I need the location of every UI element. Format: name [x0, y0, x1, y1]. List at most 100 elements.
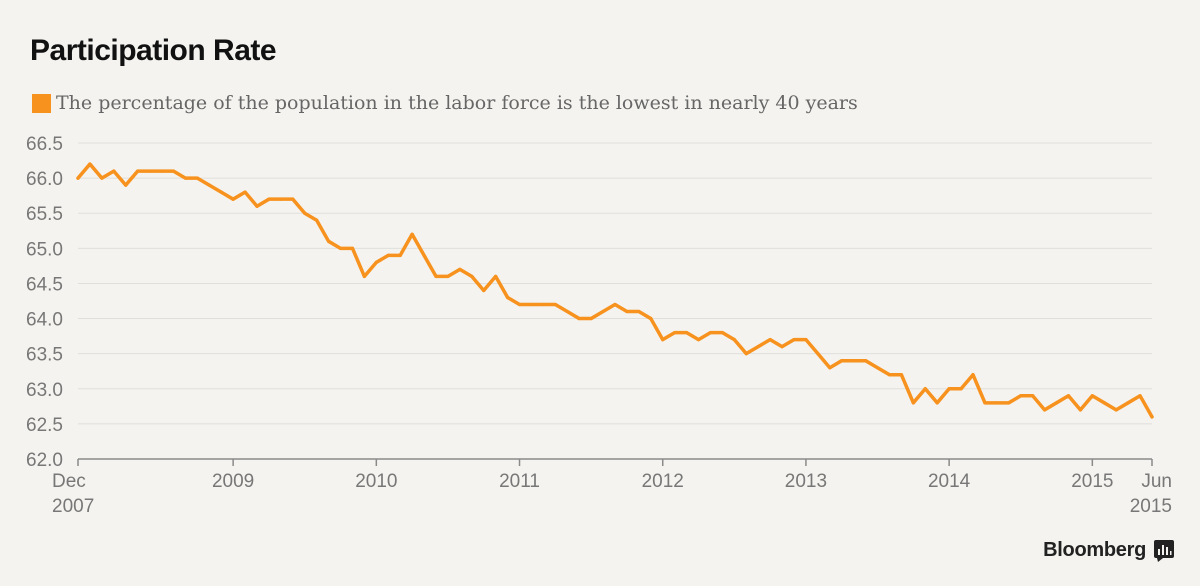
data-point — [446, 274, 450, 279]
data-point — [398, 253, 402, 257]
data-point — [708, 331, 713, 335]
data-point — [243, 190, 247, 194]
data-point — [255, 204, 259, 208]
data-point — [1102, 401, 1106, 405]
data-point — [995, 401, 999, 405]
data-point — [553, 302, 557, 307]
data-point — [685, 331, 689, 335]
bloomberg-terminal-icon — [1154, 539, 1174, 562]
data-point — [291, 197, 295, 201]
legend: The percentage of the population in the … — [32, 92, 858, 114]
data-point — [159, 169, 164, 173]
x-tick-label: 2014 — [928, 471, 971, 492]
y-tick-label: 62.5 — [26, 415, 63, 436]
data-point — [315, 218, 319, 222]
data-point — [720, 331, 725, 335]
data-point — [1114, 408, 1118, 412]
data-point — [1066, 394, 1071, 398]
data-point — [386, 253, 390, 257]
y-tick-label: 62.0 — [26, 450, 63, 471]
y-tick-label: 63.0 — [26, 380, 63, 401]
y-tick-label: 64.0 — [26, 310, 63, 331]
data-point — [76, 176, 80, 180]
data-point — [577, 316, 581, 321]
data-point — [88, 162, 92, 166]
data-point — [1031, 394, 1035, 398]
data-point — [1090, 394, 1094, 398]
data-point — [458, 267, 462, 271]
page-title: Participation Rate — [30, 34, 277, 67]
data-point — [410, 232, 414, 236]
data-point — [350, 246, 355, 250]
data-point — [1126, 401, 1130, 405]
brand-name: Bloomberg — [1043, 539, 1146, 561]
data-point — [195, 176, 199, 180]
data-point — [756, 345, 760, 349]
brand-logo: Bloomberg — [1043, 539, 1174, 562]
data-point — [1054, 401, 1059, 405]
data-point — [947, 387, 951, 391]
legend-swatch — [32, 93, 51, 113]
data-point — [148, 169, 152, 173]
data-point — [852, 359, 856, 363]
data-point — [517, 302, 522, 307]
data-point — [732, 338, 736, 342]
data-point — [768, 338, 772, 342]
data-point — [100, 176, 104, 180]
data-point — [971, 373, 975, 377]
data-point — [422, 253, 426, 257]
data-point — [696, 338, 701, 342]
data-point — [267, 197, 271, 201]
data-point — [780, 345, 784, 349]
x-tick-label: 2010 — [355, 471, 397, 492]
data-point — [661, 338, 665, 342]
x-tick-label: Jun — [1141, 471, 1172, 492]
x-tick-label: Dec — [52, 471, 86, 492]
x-tick-label: 2012 — [642, 471, 684, 492]
data-point — [565, 309, 569, 314]
data-point — [959, 387, 963, 391]
data-point — [1007, 401, 1011, 405]
y-tick-label: 65.5 — [26, 204, 63, 225]
y-tick-label: 66.5 — [26, 134, 63, 155]
data-point — [899, 373, 904, 377]
legend-label: The percentage of the population in the … — [56, 92, 858, 114]
data-point — [136, 169, 140, 173]
data-point — [529, 302, 534, 307]
data-point — [374, 260, 378, 264]
data-point — [1150, 415, 1154, 419]
series-layer — [76, 162, 1154, 419]
data-point — [183, 176, 187, 180]
data-point — [625, 309, 629, 314]
x-tick-label: 2015 — [1130, 496, 1172, 517]
x-tick-label: 2011 — [499, 471, 540, 492]
data-point — [744, 352, 748, 356]
data-point — [935, 401, 939, 405]
y-tick-label: 65.0 — [26, 239, 63, 260]
y-tick-label: 66.0 — [26, 169, 63, 190]
data-point — [207, 183, 211, 187]
data-point — [637, 309, 641, 314]
y-tick-label: 64.5 — [26, 274, 63, 295]
data-point — [983, 401, 987, 405]
data-point — [219, 190, 223, 194]
x-tick-label: 2007 — [52, 496, 94, 517]
series-line — [76, 162, 1154, 419]
data-point — [506, 295, 510, 300]
data-point — [112, 169, 116, 173]
data-point — [1078, 408, 1082, 412]
y-tick-label: 63.5 — [26, 345, 63, 366]
data-point — [1043, 408, 1047, 412]
x-tick-label: 2009 — [212, 471, 254, 492]
x-tick-label: 2013 — [785, 471, 827, 492]
data-point — [434, 274, 438, 279]
data-point — [303, 211, 307, 215]
data-point — [816, 352, 820, 356]
data-point — [494, 274, 498, 279]
x-tick-label: 2015 — [1071, 471, 1113, 492]
data-point — [864, 359, 868, 363]
data-point — [601, 309, 605, 314]
data-point — [171, 169, 176, 173]
y-axis-ticks: 62.0 62.5 63.0 63.5 64.0 64.5 65.0 65.5 66.0 66.5 — [26, 134, 63, 471]
